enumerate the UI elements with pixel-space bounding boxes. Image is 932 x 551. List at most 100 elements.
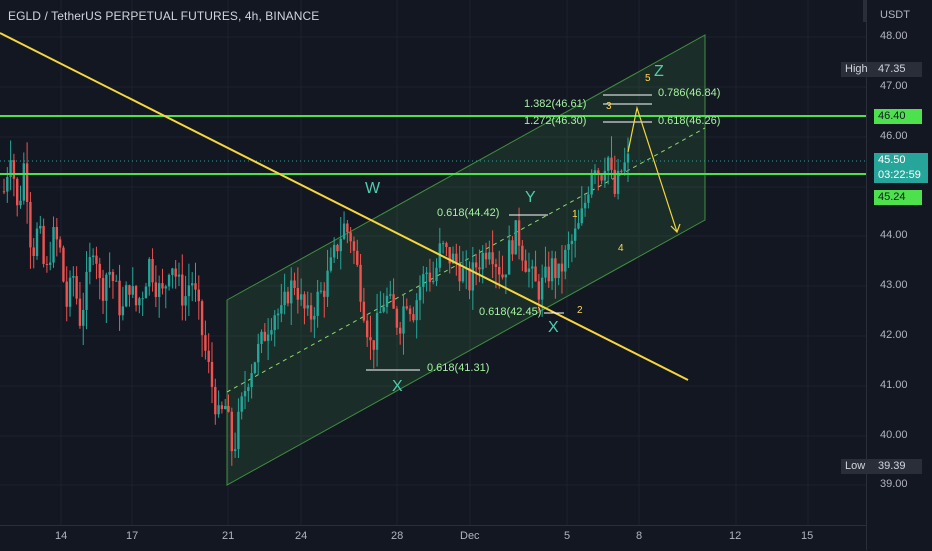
time-tick: 28 (391, 530, 404, 542)
candle-body (521, 245, 524, 261)
wave-label-x2: X (548, 319, 559, 336)
price-tick: 48.00 (880, 30, 908, 42)
candle-body (385, 295, 389, 307)
candle-body (270, 330, 273, 335)
candle-body (121, 306, 125, 316)
candle-body (379, 311, 382, 313)
time-tick: 5 (564, 530, 571, 542)
level-upper-tag: 46.40 (874, 109, 922, 124)
candle-body (78, 298, 82, 326)
wave-label-x1: X (392, 378, 403, 395)
time-tick: 14 (55, 530, 68, 542)
candle-body (392, 294, 395, 309)
candle-body (12, 160, 16, 179)
low-label-tag: Low (841, 459, 877, 474)
candle-body (445, 243, 448, 248)
candle-body (554, 258, 557, 279)
time-tick: 8 (636, 530, 643, 542)
candle-body (488, 252, 491, 260)
candle-body (148, 259, 151, 287)
candle-body (577, 223, 580, 229)
candle-body (540, 277, 544, 300)
candle-body (154, 282, 158, 297)
candle-body (52, 227, 55, 263)
candle-body (45, 263, 49, 265)
price-tick: 40.00 (880, 429, 908, 441)
candle-body (365, 320, 369, 338)
fib-markers (366, 94, 652, 371)
candle-body (339, 238, 342, 252)
candle-body (547, 266, 550, 282)
price-tick: 41.00 (880, 379, 908, 391)
candle-body (537, 281, 541, 300)
candle-body (484, 252, 488, 260)
candle-body (504, 274, 508, 278)
candle-body (514, 220, 517, 255)
candle-body (580, 208, 583, 224)
candle-body (491, 252, 494, 265)
candle-body (511, 240, 514, 255)
candle-body (101, 277, 105, 301)
candle-body (560, 263, 564, 272)
candle-body (134, 286, 138, 306)
candle-body (471, 262, 475, 291)
candle-body (593, 170, 597, 173)
candle-body (75, 276, 78, 299)
candle-body (253, 362, 257, 374)
candle-body (290, 280, 293, 304)
candle-body (263, 331, 267, 341)
candle-body (299, 294, 303, 300)
descending-trendline[interactable] (0, 32, 689, 381)
wave-label-z: Z (654, 63, 664, 80)
candle-body (369, 337, 372, 341)
fib-label-0786: 0.786(46.84) (658, 87, 721, 99)
candle-body (204, 335, 207, 351)
candle-body (181, 274, 184, 306)
candle-body (418, 286, 422, 301)
candle-body (190, 283, 194, 286)
candle-body (478, 267, 481, 270)
candle-body (9, 160, 12, 177)
candle-body (451, 253, 455, 264)
price-tick: 46.00 (880, 130, 908, 142)
candle-body (138, 298, 141, 306)
candle-body (481, 252, 484, 270)
price-tick: 39.00 (880, 478, 908, 490)
candle-body (124, 285, 128, 307)
price-scale[interactable] (866, 0, 932, 550)
candle-body (332, 244, 336, 258)
candle-body (498, 266, 501, 275)
candle-body (131, 286, 134, 295)
candle-body (544, 266, 547, 278)
candle-body (65, 281, 68, 307)
candle-body (276, 313, 280, 316)
candle-body (144, 286, 148, 299)
currency-label: USDT (880, 9, 910, 21)
candle-body (200, 301, 204, 336)
candle-body (603, 170, 607, 181)
price-tick: 44.00 (880, 229, 908, 241)
candle-body (55, 227, 59, 240)
candle-body (564, 249, 567, 272)
candle-body (527, 268, 531, 272)
candle-body (626, 153, 630, 163)
candle-body (610, 157, 613, 170)
candle-body (382, 306, 385, 312)
candle-body (600, 175, 603, 181)
candle-body (29, 201, 32, 248)
candle-body (428, 272, 432, 282)
candle-body (309, 305, 313, 320)
candle-body (435, 267, 438, 282)
candle-body (85, 271, 88, 310)
candle-body (273, 315, 276, 331)
candle-body (72, 276, 75, 278)
candle-body (375, 312, 379, 350)
candle-body (606, 157, 610, 171)
candle-body (115, 280, 118, 282)
time-axis[interactable] (0, 525, 866, 551)
candle-body (329, 257, 333, 271)
candle-body (342, 223, 346, 239)
candle-body (422, 274, 425, 287)
candle-body (49, 262, 52, 265)
